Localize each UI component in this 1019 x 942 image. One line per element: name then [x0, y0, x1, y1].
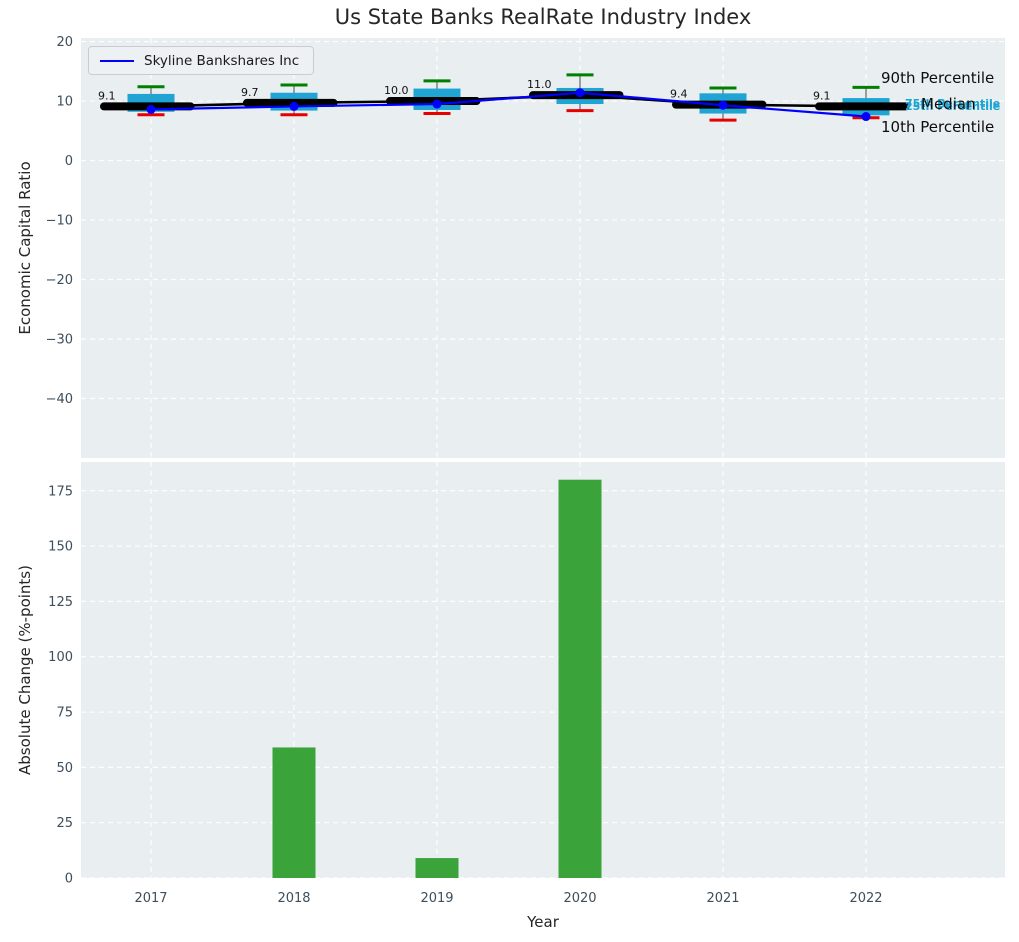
y-tick-label-bottom: 175 [48, 484, 73, 499]
annotation-25th-percentile: 25th Percentile [905, 100, 1001, 113]
bottom-plot-background [81, 462, 1005, 878]
median-value-label: 10.0 [384, 84, 409, 97]
bar-series [272, 479, 602, 878]
annotation-median: Median [921, 95, 976, 113]
y-tick-label-top: 20 [56, 35, 73, 50]
company-marker [575, 88, 585, 98]
y-tick-label-top: −40 [46, 392, 73, 407]
legend-line-swatch [100, 59, 134, 62]
company-line [150, 91, 867, 118]
y-tick-label-top: 10 [56, 95, 73, 110]
company-markers [146, 88, 871, 122]
company-marker [146, 104, 156, 114]
annotation-10th-percentile: 10th Percentile [881, 118, 995, 136]
x-axis-label: Year [527, 913, 559, 931]
median-value-label: 9.4 [670, 88, 688, 101]
y-tick-label-bottom: 25 [56, 816, 73, 831]
company-marker [432, 99, 442, 109]
y-tick-label-bottom: 0 [65, 872, 73, 887]
y-axis-label-bottom: Absolute Change (%-points) [16, 565, 34, 775]
chart-title: Us State Banks RealRate Industry Index [334, 5, 752, 29]
y-axis-label-top: Economic Capital Ratio [16, 161, 34, 335]
legend-label: Skyline Bankshares Inc [144, 52, 300, 69]
legend[interactable]: Skyline Bankshares Inc [88, 46, 315, 75]
y-tick-label-bottom: 100 [48, 650, 73, 665]
company-marker [718, 100, 728, 110]
x-tick-label: 2018 [277, 891, 310, 906]
annotation-90th-percentile: 90th Percentile [881, 69, 995, 87]
median-value-label: 11.0 [527, 78, 552, 91]
median-value-label: 9.1 [813, 89, 831, 102]
y-tick-label-top: −30 [46, 333, 73, 348]
y-tick-label-bottom: 125 [48, 595, 73, 610]
bar-2019 [415, 858, 459, 878]
y-tick-label-top: −10 [46, 214, 73, 229]
y-tick-label-bottom: 150 [48, 540, 73, 555]
x-tick-label: 2019 [420, 891, 453, 906]
y-tick-label-top: −20 [46, 273, 73, 288]
annotation-75th-percentile: 75th Percentile [905, 97, 1001, 110]
top-gridlines: 20 10 0 −10 −20 −30 −40 [46, 35, 1005, 458]
median-value-label: 9.7 [241, 86, 259, 99]
y-tick-label-bottom: 50 [56, 761, 73, 776]
x-tick-label: 2017 [134, 891, 167, 906]
bar-2020 [558, 479, 602, 878]
company-marker [861, 112, 871, 122]
median-value-label: 9.1 [98, 89, 116, 102]
y-tick-label-top: 0 [65, 154, 73, 169]
x-tick-label: 2022 [849, 891, 882, 906]
x-tick-label: 2021 [706, 891, 739, 906]
bottom-gridlines: 0 25 50 75 100 125 150 175 2017 2018 2019 2020 2021 2… [48, 462, 1005, 906]
bar-2018 [272, 747, 316, 878]
y-tick-label-bottom: 75 [56, 706, 73, 721]
company-marker [289, 101, 299, 111]
x-tick-label: 2020 [563, 891, 596, 906]
